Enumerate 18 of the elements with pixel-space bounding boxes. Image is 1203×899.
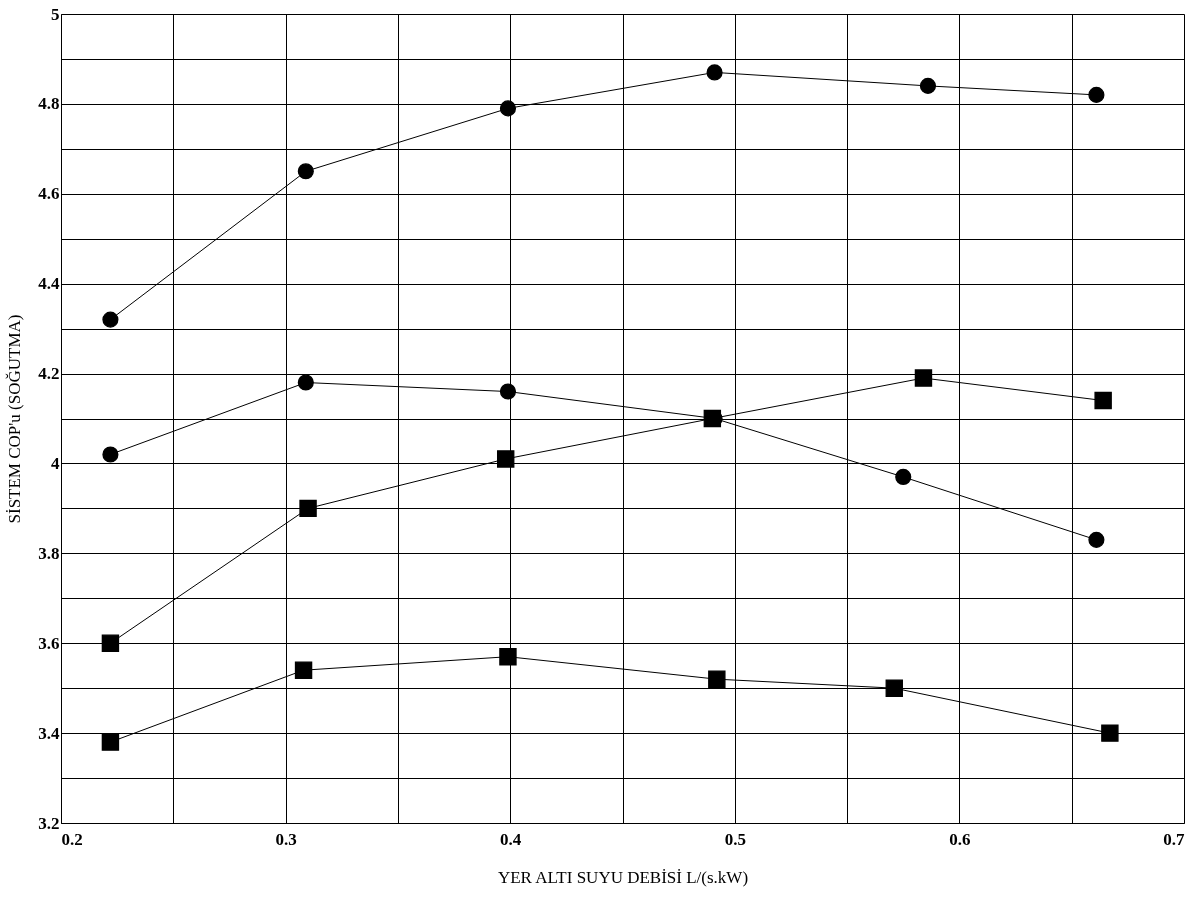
y-tick-label: 4.4 xyxy=(38,274,60,294)
y-tick-label: 3.6 xyxy=(38,633,60,653)
x-axis-title: YER ALTI SUYU DEBİSİ L/(s.kW) xyxy=(497,867,749,887)
x-tick-label: 0.5 xyxy=(724,829,746,849)
y-tick-label: 3.4 xyxy=(38,723,60,743)
x-tick-label: 0.7 xyxy=(1163,829,1185,849)
x-tick-label: 0.6 xyxy=(949,829,971,849)
x-tick-label: 0.4 xyxy=(500,829,522,849)
y-tick-label: 4 xyxy=(51,453,60,473)
x-tick-label: 0.2 xyxy=(61,829,83,849)
x-tick-label: 0.3 xyxy=(275,829,297,849)
y-tick-label: 4.8 xyxy=(38,94,60,114)
y-tick-label: 4.6 xyxy=(38,184,60,204)
y-tick-label: 3.8 xyxy=(38,543,60,563)
y-axis-title: SİSTEM COP'u (SOĞUTMA) xyxy=(5,314,25,524)
y-tick-label: 5 xyxy=(51,4,60,24)
y-tick-label: 4.2 xyxy=(38,364,60,384)
y-tick-label: 3.2 xyxy=(38,813,60,833)
